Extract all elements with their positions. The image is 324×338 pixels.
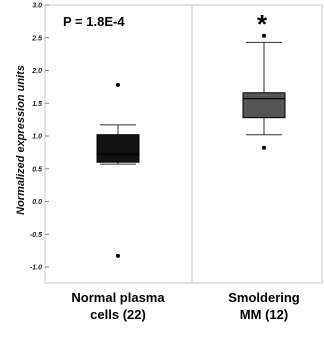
y-tick-label: 1.5 (32, 101, 42, 108)
outlier-point (262, 33, 266, 38)
box-group-2 (242, 33, 286, 150)
category-label: Normal plasma (71, 290, 165, 305)
outlier-point (262, 145, 266, 150)
y-tick-label: -1.0 (30, 265, 42, 272)
y-tick-label: 3.0 (32, 3, 42, 10)
y-axis-label: Normalized expression units (15, 65, 27, 215)
p-value-annotation: P = 1.8E-4 (63, 14, 125, 29)
box-iqr (242, 92, 286, 119)
y-axis-ticks: 3.0 2.5 2.0 1.5 1.0 0.5 0.0 -0.5 -1.0 (30, 3, 49, 272)
y-tick-label: 2.0 (31, 68, 42, 75)
category-label: cells (22) (90, 307, 146, 322)
box-iqr (96, 134, 140, 163)
boxes (96, 33, 286, 258)
plot-frame (44, 4, 323, 284)
category-label: Smoldering (228, 290, 300, 305)
y-tick-label: -0.5 (30, 232, 42, 239)
y-tick-label: 0.0 (32, 199, 42, 206)
category-labels: Normal plasma cells (22) Smoldering MM (12) (71, 290, 299, 322)
y-tick-label: 0.5 (32, 166, 42, 173)
outlier-point (116, 82, 120, 87)
y-tick-label: 2.5 (31, 35, 42, 42)
box-group-1 (96, 82, 140, 258)
y-tick-label: 1.0 (32, 134, 42, 141)
outlier-point (116, 253, 120, 258)
significance-star: * (257, 9, 268, 39)
category-label: MM (12) (240, 307, 288, 322)
